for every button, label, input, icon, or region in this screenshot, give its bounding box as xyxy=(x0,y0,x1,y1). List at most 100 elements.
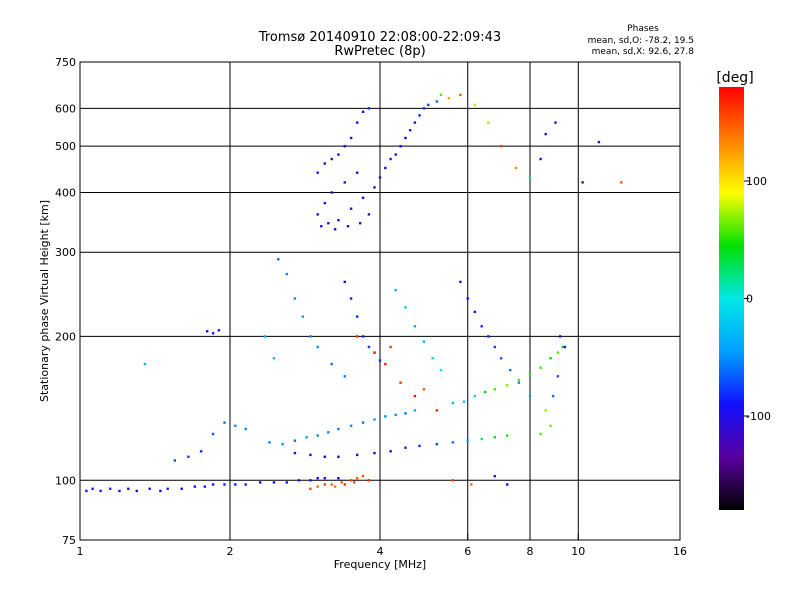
data-point xyxy=(99,489,102,493)
data-point xyxy=(166,487,169,490)
data-point xyxy=(480,437,483,441)
data-point xyxy=(404,412,407,415)
y-tick-label: 750 xyxy=(55,56,76,69)
data-point xyxy=(359,222,362,225)
data-point xyxy=(413,121,417,124)
y-axis-label: Stationary phase Virtual Height [km] xyxy=(38,200,51,402)
data-point xyxy=(316,485,319,488)
data-point xyxy=(404,136,407,140)
data-point xyxy=(435,100,438,103)
data-point xyxy=(337,219,340,222)
data-point xyxy=(285,272,288,276)
data-point xyxy=(389,450,392,453)
data-point xyxy=(418,114,421,117)
data-point xyxy=(384,415,387,418)
chart-subtitle: RwPretec (8p) xyxy=(334,44,425,59)
data-point xyxy=(459,93,462,97)
data-point xyxy=(506,434,509,437)
data-point xyxy=(361,110,365,113)
data-point xyxy=(206,330,209,333)
data-point xyxy=(361,475,365,478)
data-point xyxy=(539,432,542,436)
data-point xyxy=(509,368,512,372)
data-point xyxy=(159,489,162,493)
data-point xyxy=(323,483,326,486)
data-point xyxy=(91,487,94,490)
data-point xyxy=(439,368,443,372)
data-point xyxy=(293,439,297,442)
x-tick-label: 16 xyxy=(673,545,687,558)
data-point xyxy=(309,335,312,338)
data-point xyxy=(435,443,438,446)
data-point xyxy=(528,176,532,179)
data-point xyxy=(462,400,466,403)
data-point xyxy=(451,401,454,405)
data-point xyxy=(597,140,601,144)
colorbar-label: [deg] xyxy=(716,70,753,86)
data-point xyxy=(349,297,353,300)
data-point xyxy=(349,479,353,482)
data-point xyxy=(293,451,297,455)
data-point xyxy=(493,436,496,439)
data-point xyxy=(517,381,521,384)
data-point xyxy=(343,483,346,486)
data-point xyxy=(373,186,376,189)
data-point xyxy=(353,481,356,484)
data-point xyxy=(373,418,376,421)
data-point xyxy=(263,335,267,338)
data-point xyxy=(528,373,532,377)
data-point xyxy=(514,166,518,170)
data-point xyxy=(517,378,521,382)
data-point xyxy=(384,166,387,170)
data-point xyxy=(470,483,473,486)
data-point xyxy=(330,362,333,366)
colorbar-tick-label: 100 xyxy=(746,175,767,188)
y-tick-label: 300 xyxy=(55,246,76,259)
data-point xyxy=(378,176,382,179)
stats-line-o: mean, sd,O: -78.2, 19.5 xyxy=(588,36,694,46)
data-point xyxy=(581,181,584,184)
data-point xyxy=(551,394,555,398)
data-point xyxy=(297,479,301,482)
data-point xyxy=(404,446,407,449)
data-point xyxy=(422,388,426,391)
data-point xyxy=(373,451,376,455)
data-point xyxy=(349,207,353,210)
x-tick-label: 6 xyxy=(464,545,471,558)
data-point xyxy=(323,162,326,165)
data-point xyxy=(316,171,319,174)
data-point xyxy=(556,375,560,378)
data-point xyxy=(480,325,483,328)
y-tick-label: 200 xyxy=(55,330,76,343)
data-point xyxy=(367,345,371,349)
data-point xyxy=(367,213,371,216)
data-point xyxy=(361,196,365,199)
data-point xyxy=(180,487,183,490)
data-point xyxy=(272,357,276,360)
stats-line-x: mean, sd,X: 92.6, 27.8 xyxy=(592,47,695,57)
data-point xyxy=(118,489,121,493)
data-point xyxy=(378,359,382,362)
data-point xyxy=(451,441,454,444)
data-point xyxy=(356,453,359,457)
y-tick-label: 600 xyxy=(55,102,76,115)
data-point xyxy=(323,201,326,205)
data-point xyxy=(487,121,490,124)
data-point xyxy=(544,409,547,412)
data-point xyxy=(301,315,304,318)
data-point xyxy=(309,487,312,490)
data-point xyxy=(285,481,288,484)
data-point xyxy=(109,487,112,490)
data-point xyxy=(409,129,412,132)
data-point xyxy=(561,345,564,349)
data-point xyxy=(337,427,340,431)
data-point xyxy=(549,357,552,360)
data-point xyxy=(539,157,542,161)
data-points xyxy=(85,93,623,493)
data-point xyxy=(293,297,297,300)
data-point xyxy=(493,475,496,478)
data-point xyxy=(493,345,496,349)
data-point xyxy=(361,335,365,338)
data-point xyxy=(333,485,337,488)
